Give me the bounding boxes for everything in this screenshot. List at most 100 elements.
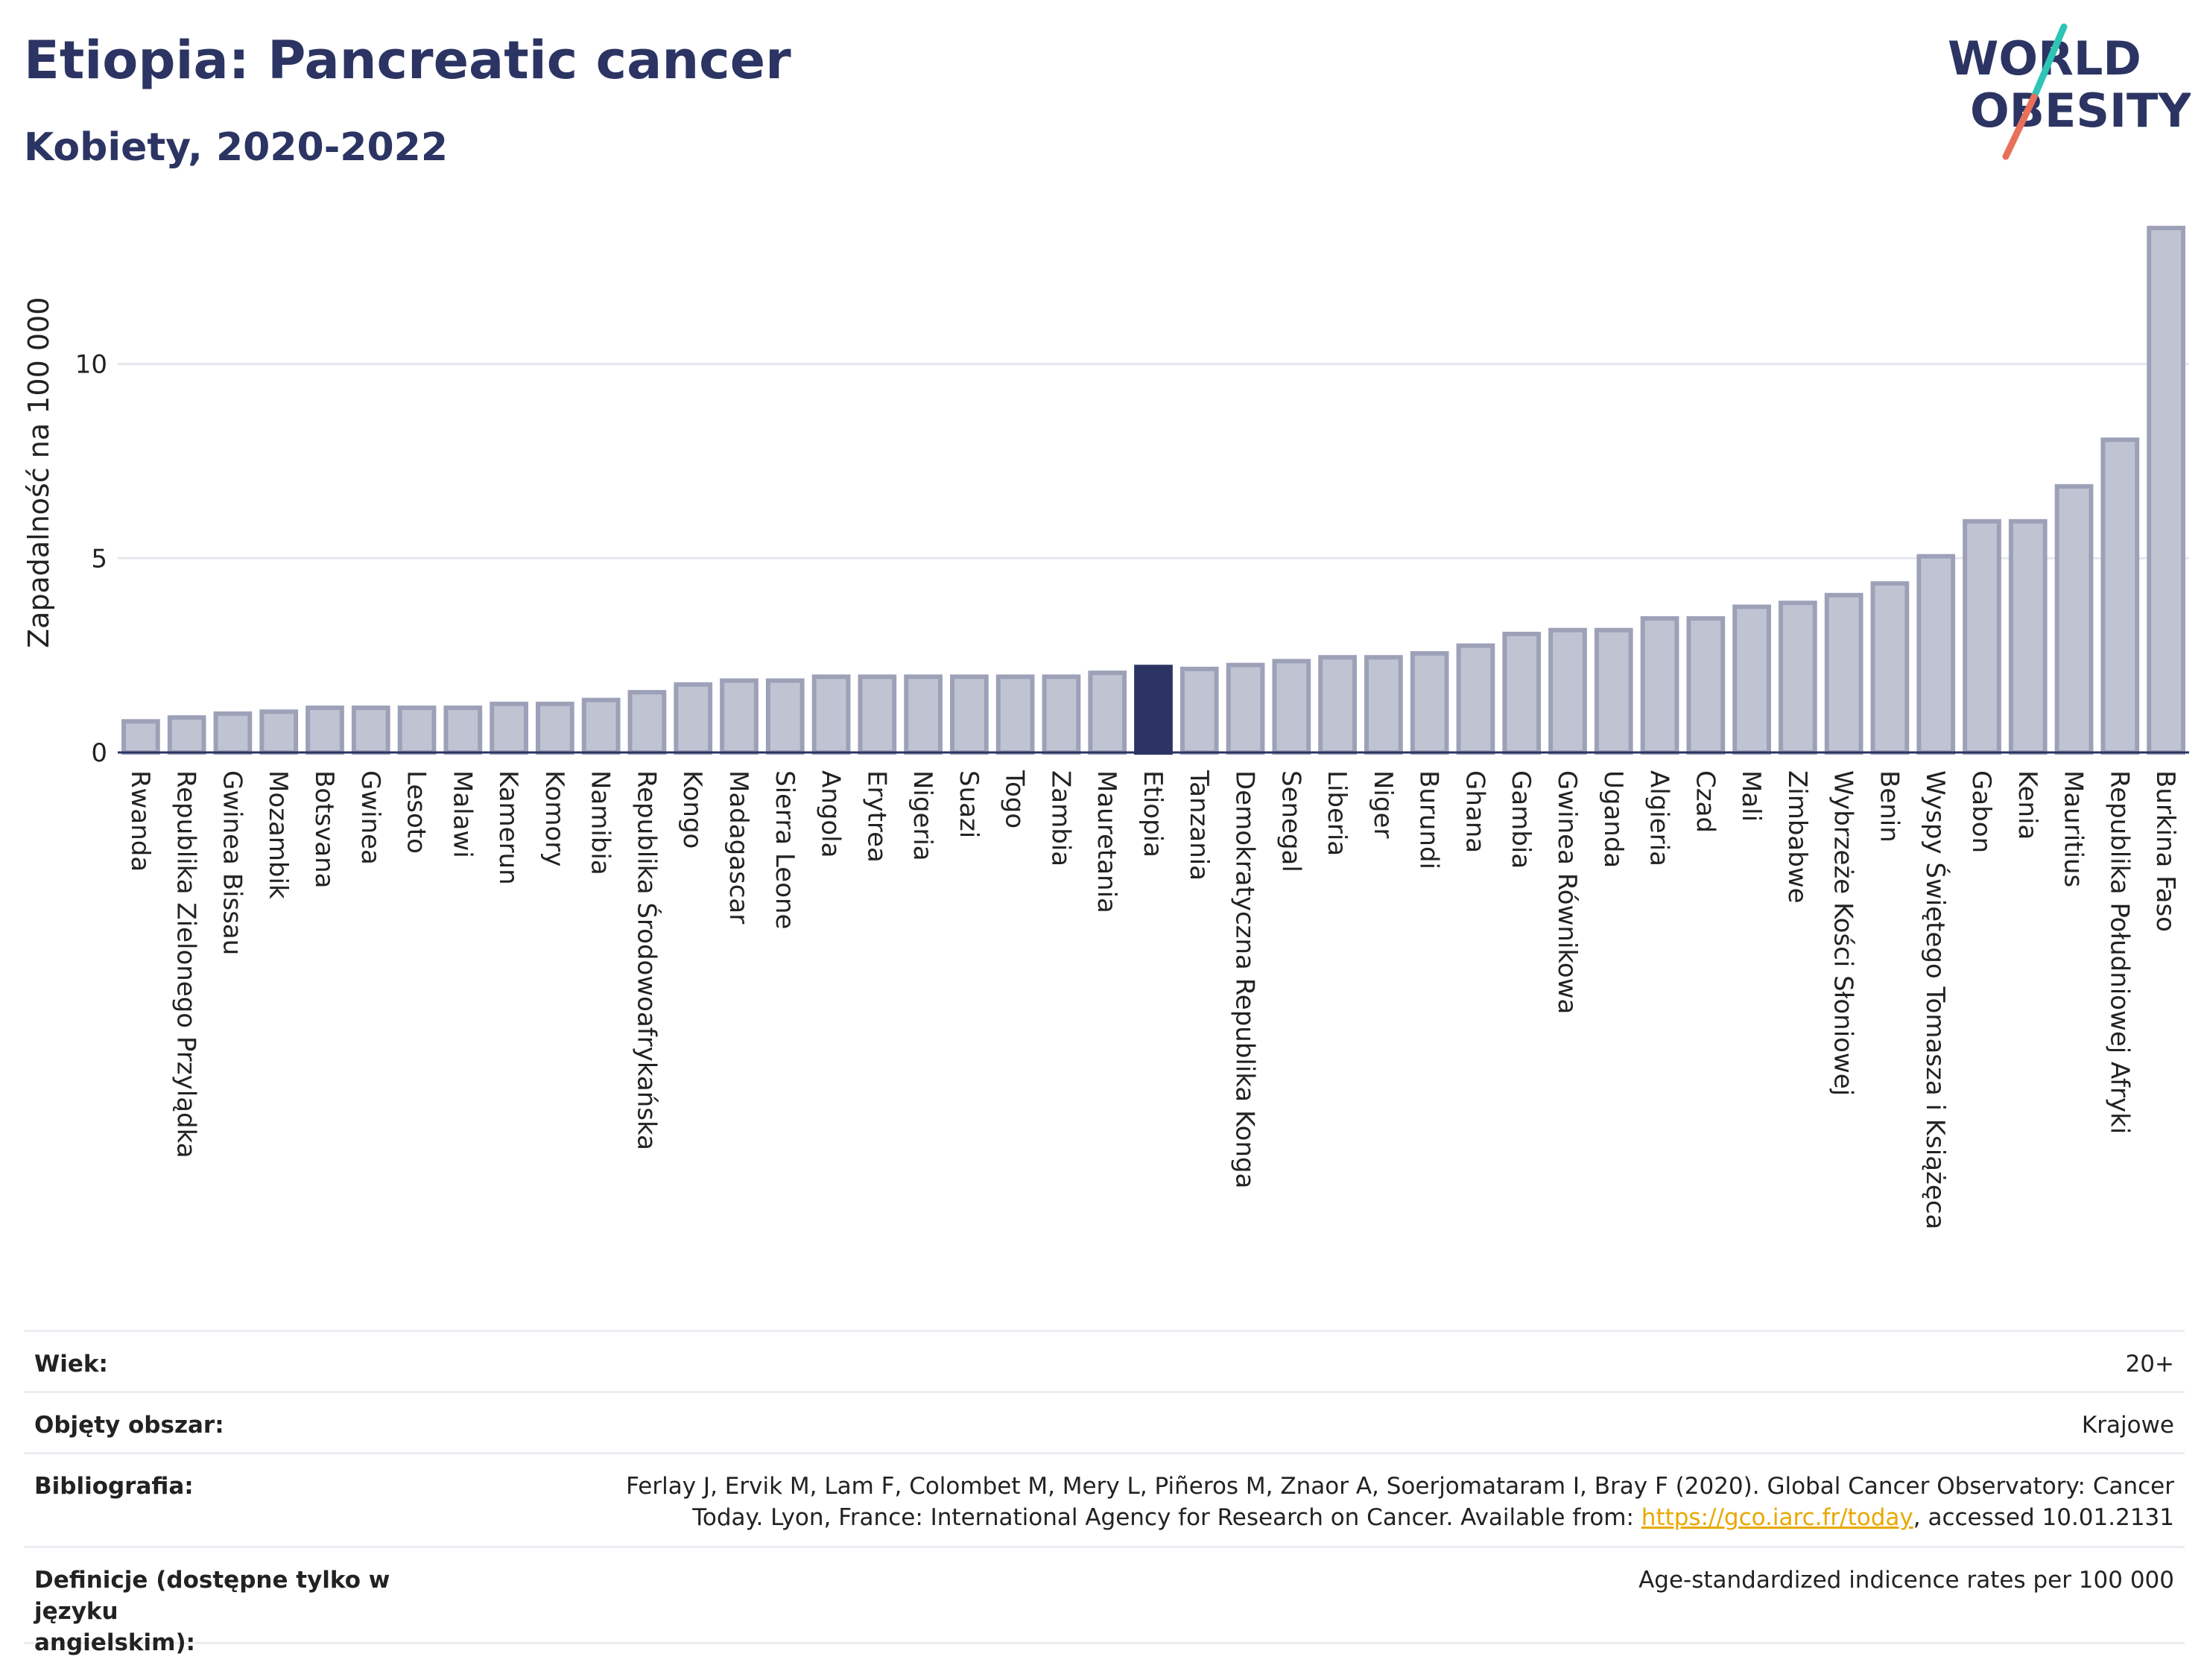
- bibliography-line-1: Ferlay J, Ervik M, Lam F, Colombet M, Me…: [626, 1473, 2174, 1500]
- x-tick-label: Czad: [1690, 770, 1720, 833]
- x-tick-label: Togo: [1000, 770, 1030, 828]
- x-tick-label: Botsvana: [309, 770, 339, 889]
- world-obesity-logo: WORLD OBESITY: [1948, 23, 2191, 160]
- bar: [1640, 616, 1679, 755]
- x-tick-label: Angola: [816, 770, 846, 858]
- age-value: 20+: [2125, 1351, 2174, 1378]
- x-tick-label: Burkina Faso: [2150, 770, 2180, 932]
- x-tick-label: Sierra Leone: [770, 770, 799, 929]
- x-tick-label: Mozambik: [263, 770, 293, 899]
- bar: [351, 706, 390, 755]
- page-subtitle: Kobiety, 2020-2022: [24, 125, 449, 170]
- x-tick-label: Lesoto: [402, 770, 431, 854]
- bibliography-line-2: Today. Lyon, France: International Agenc…: [535, 1502, 2174, 1533]
- x-tick-label: Etiopia: [1138, 770, 1168, 858]
- bar: [1226, 662, 1265, 755]
- x-tick-label: Ghana: [1460, 770, 1489, 853]
- x-tick-label: Kenia: [2013, 770, 2042, 840]
- bar: [1732, 604, 1771, 755]
- x-tick-label: Uganda: [1598, 770, 1628, 868]
- bibliography-label: Bibliografia:: [34, 1473, 194, 1500]
- x-tick-label: Malawi: [447, 770, 477, 858]
- y-tick-label: 10: [75, 350, 107, 380]
- bar: [1686, 616, 1726, 755]
- x-tick-label: Komory: [539, 770, 569, 866]
- bar: [1088, 671, 1127, 755]
- x-tick-label: Suazi: [954, 770, 984, 838]
- bar: [2100, 437, 2140, 755]
- x-tick-label: Namibia: [586, 770, 615, 875]
- x-tick-label: Niger: [1368, 770, 1398, 838]
- info-row-definitions: Definicje (dostępne tylko w języku angie…: [24, 1546, 2185, 1656]
- bar: [1364, 655, 1403, 755]
- definitions-label-line-2: angielskim):: [34, 1629, 196, 1656]
- bar: [904, 674, 943, 755]
- bar: [1179, 666, 1219, 755]
- bar: [1548, 627, 1587, 755]
- age-label: Wiek:: [34, 1351, 108, 1378]
- y-tick-label: 0: [91, 738, 107, 768]
- x-tick-label: Republika Południowej Afryki: [2104, 770, 2134, 1134]
- bar: [1916, 554, 1956, 755]
- bar: [1272, 659, 1311, 755]
- x-tick-label: Madagascar: [723, 770, 753, 924]
- area-value: Krajowe: [2081, 1412, 2174, 1439]
- bar: [259, 709, 299, 755]
- x-tick-label: Gabon: [1966, 770, 1996, 853]
- x-tick-label: Mauritius: [2059, 770, 2089, 887]
- definitions-label: Definicje (dostępne tylko w języku angie…: [34, 1565, 481, 1658]
- bar: [1779, 600, 1817, 755]
- info-row-bibliography: Bibliografia: Ferlay J, Ervik M, Lam F, …: [24, 1452, 2185, 1548]
- bar: [2008, 519, 2048, 755]
- bar: [858, 674, 897, 755]
- x-tick-label: Republika Środowoafrykańska: [631, 770, 662, 1150]
- x-tick-label: Demokratyczna Republika Konga: [1230, 770, 1260, 1188]
- bar: [1318, 655, 1357, 755]
- x-tick-label: Tanzania: [1184, 770, 1214, 881]
- x-tick-label: Algieria: [1644, 770, 1674, 866]
- x-tick-label: Zambia: [1045, 770, 1075, 866]
- bar: [397, 706, 437, 755]
- x-tick-label: Gwinea: [355, 770, 385, 865]
- bar: [490, 701, 528, 755]
- bar: [213, 711, 253, 755]
- bar: [627, 690, 667, 755]
- logo-word-obesity: OBESITY: [1970, 83, 2191, 138]
- bibliography-accessed: , accessed 10.01.2131: [1913, 1504, 2174, 1531]
- bar: [1410, 651, 1449, 755]
- x-tick-label: Burundi: [1414, 770, 1444, 869]
- x-tick-label: Kamerun: [493, 770, 523, 885]
- bar: [1870, 581, 1910, 755]
- x-tick-label: Gambia: [1506, 770, 1536, 869]
- bar: [1502, 631, 1542, 755]
- page-title: Etiopia: Pancreatic cancer: [24, 30, 791, 91]
- logo-slash-teal: [2030, 23, 2068, 101]
- area-label: Objęty obszar:: [34, 1412, 224, 1439]
- bar: [581, 697, 621, 755]
- definitions-label-line-1: Definicje (dostępne tylko w języku: [34, 1567, 390, 1625]
- bar: [536, 701, 574, 755]
- bar: [674, 682, 713, 755]
- x-tick-label: Mali: [1736, 770, 1766, 822]
- bar: [2054, 484, 2094, 755]
- bibliography-link[interactable]: https://gco.iarc.fr/today: [1641, 1504, 1913, 1531]
- bar: [1042, 674, 1081, 755]
- bar: [765, 678, 805, 755]
- bar: [1824, 592, 1863, 755]
- bar: [950, 674, 989, 755]
- x-tick-label: Gwinea Bissau: [217, 770, 247, 955]
- bar: [305, 706, 344, 755]
- x-tick-label: Liberia: [1322, 770, 1352, 856]
- bibliography-value: Ferlay J, Ervik M, Lam F, Colombet M, Me…: [535, 1471, 2174, 1533]
- bar-highlight: [1134, 665, 1173, 755]
- bar: [1963, 519, 2001, 755]
- x-tick-label: Mauretania: [1092, 770, 1121, 913]
- x-tick-label: Wyspy Świętego Tomasza i Książęca: [1920, 770, 1951, 1229]
- bar: [443, 706, 483, 755]
- x-tick-label: Nigeria: [908, 770, 937, 861]
- info-row-age: Wiek: 20+: [24, 1330, 2185, 1393]
- bar: [121, 719, 160, 755]
- x-tick-label: Kongo: [677, 770, 707, 849]
- bar-chart: 0 5 10 Rwanda Republika Zielonego Przylądka G…: [75, 226, 2189, 1229]
- x-tick-label: Rwanda: [125, 770, 155, 872]
